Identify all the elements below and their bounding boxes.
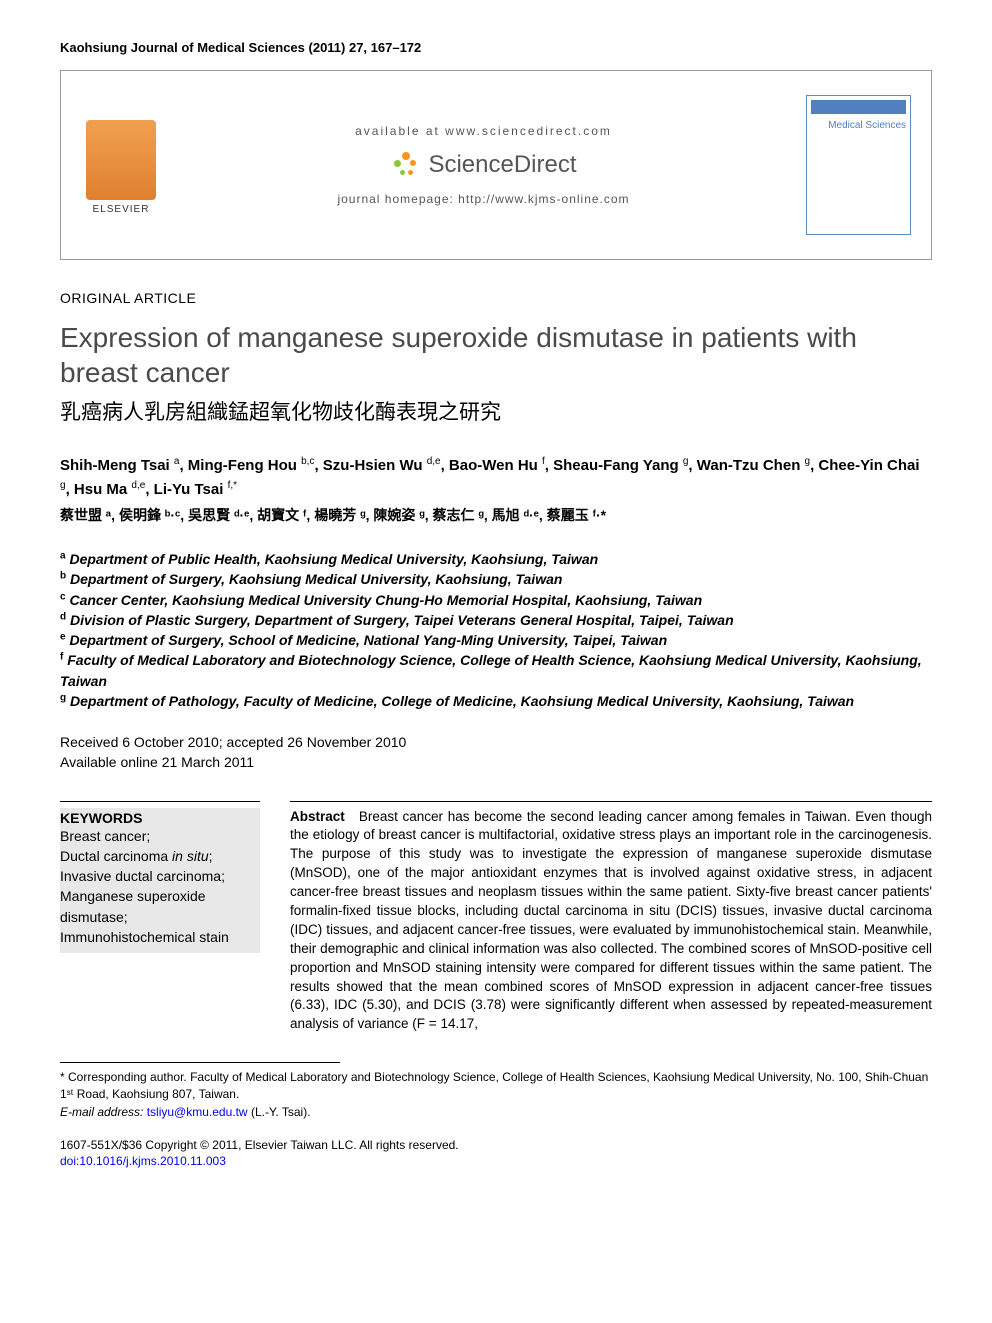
elsevier-tree-icon — [86, 120, 156, 200]
sd-dots-icon — [390, 150, 420, 180]
article-title-zh: 乳癌病人乳房組織錳超氧化物歧化酶表現之研究 — [60, 396, 932, 426]
cover-title: Medical Sciences — [811, 120, 906, 132]
doi-link[interactable]: doi:10.1016/j.kjms.2010.11.003 — [60, 1154, 932, 1168]
dates: Received 6 October 2010; accepted 26 Nov… — [60, 733, 932, 772]
journal-cover: Medical Sciences — [806, 95, 911, 235]
center-block: available at www.sciencedirect.com Scien… — [161, 124, 806, 206]
keywords-title: KEYWORDS — [60, 808, 260, 826]
sciencedirect-logo: ScienceDirect — [390, 150, 576, 180]
footer-separator — [60, 1062, 340, 1063]
available-online: Available online 21 March 2011 — [60, 753, 932, 773]
page: Kaohsiung Journal of Medical Sciences (2… — [0, 0, 992, 1198]
homepage-text: journal homepage: http://www.kjms-online… — [337, 192, 629, 206]
journal-reference: Kaohsiung Journal of Medical Sciences (2… — [60, 40, 932, 55]
elsevier-logo: ELSEVIER — [81, 115, 161, 215]
abstract-box: Abstract Breast cancer has become the se… — [290, 801, 932, 1035]
abstract-label: Abstract — [290, 809, 345, 824]
cover-body — [811, 136, 906, 230]
email-suffix: (L.-Y. Tsai). — [251, 1105, 311, 1119]
email-label: E-mail address: — [60, 1105, 143, 1119]
article-title-en: Expression of manganese superoxide dismu… — [60, 320, 932, 390]
keywords-box: KEYWORDS Breast cancer;Ductal carcinoma … — [60, 801, 260, 1035]
content-row: KEYWORDS Breast cancer;Ductal carcinoma … — [60, 801, 932, 1035]
email-address[interactable]: tsliyu@kmu.edu.tw — [147, 1105, 248, 1119]
elsevier-label: ELSEVIER — [93, 204, 150, 215]
abstract-text: Breast cancer has become the second lead… — [290, 809, 932, 1032]
authors-zh: 蔡世盟 ᵃ, 侯明鋒 ᵇ·ᶜ, 吳思賢 ᵈ·ᵉ, 胡寶文 ᶠ, 楊曉芳 ᵍ, 陳… — [60, 505, 932, 525]
keywords-list: Breast cancer;Ductal carcinoma in situ;I… — [60, 826, 260, 954]
copyright: 1607-551X/$36 Copyright © 2011, Elsevier… — [60, 1137, 932, 1154]
corresponding-author: * Corresponding author. Faculty of Medic… — [60, 1069, 932, 1103]
cover-bar — [811, 100, 906, 114]
sd-brand-text: ScienceDirect — [428, 151, 576, 179]
article-type: ORIGINAL ARTICLE — [60, 290, 932, 306]
affiliations: a Department of Public Health, Kaohsiung… — [60, 549, 932, 711]
authors-en: Shih-Meng Tsai a, Ming-Feng Hou b,c, Szu… — [60, 454, 932, 501]
received-accepted: Received 6 October 2010; accepted 26 Nov… — [60, 733, 932, 753]
email-line: E-mail address: tsliyu@kmu.edu.tw (L.-Y.… — [60, 1105, 932, 1119]
available-text: available at www.sciencedirect.com — [355, 124, 612, 138]
publisher-box: ELSEVIER available at www.sciencedirect.… — [60, 70, 932, 260]
